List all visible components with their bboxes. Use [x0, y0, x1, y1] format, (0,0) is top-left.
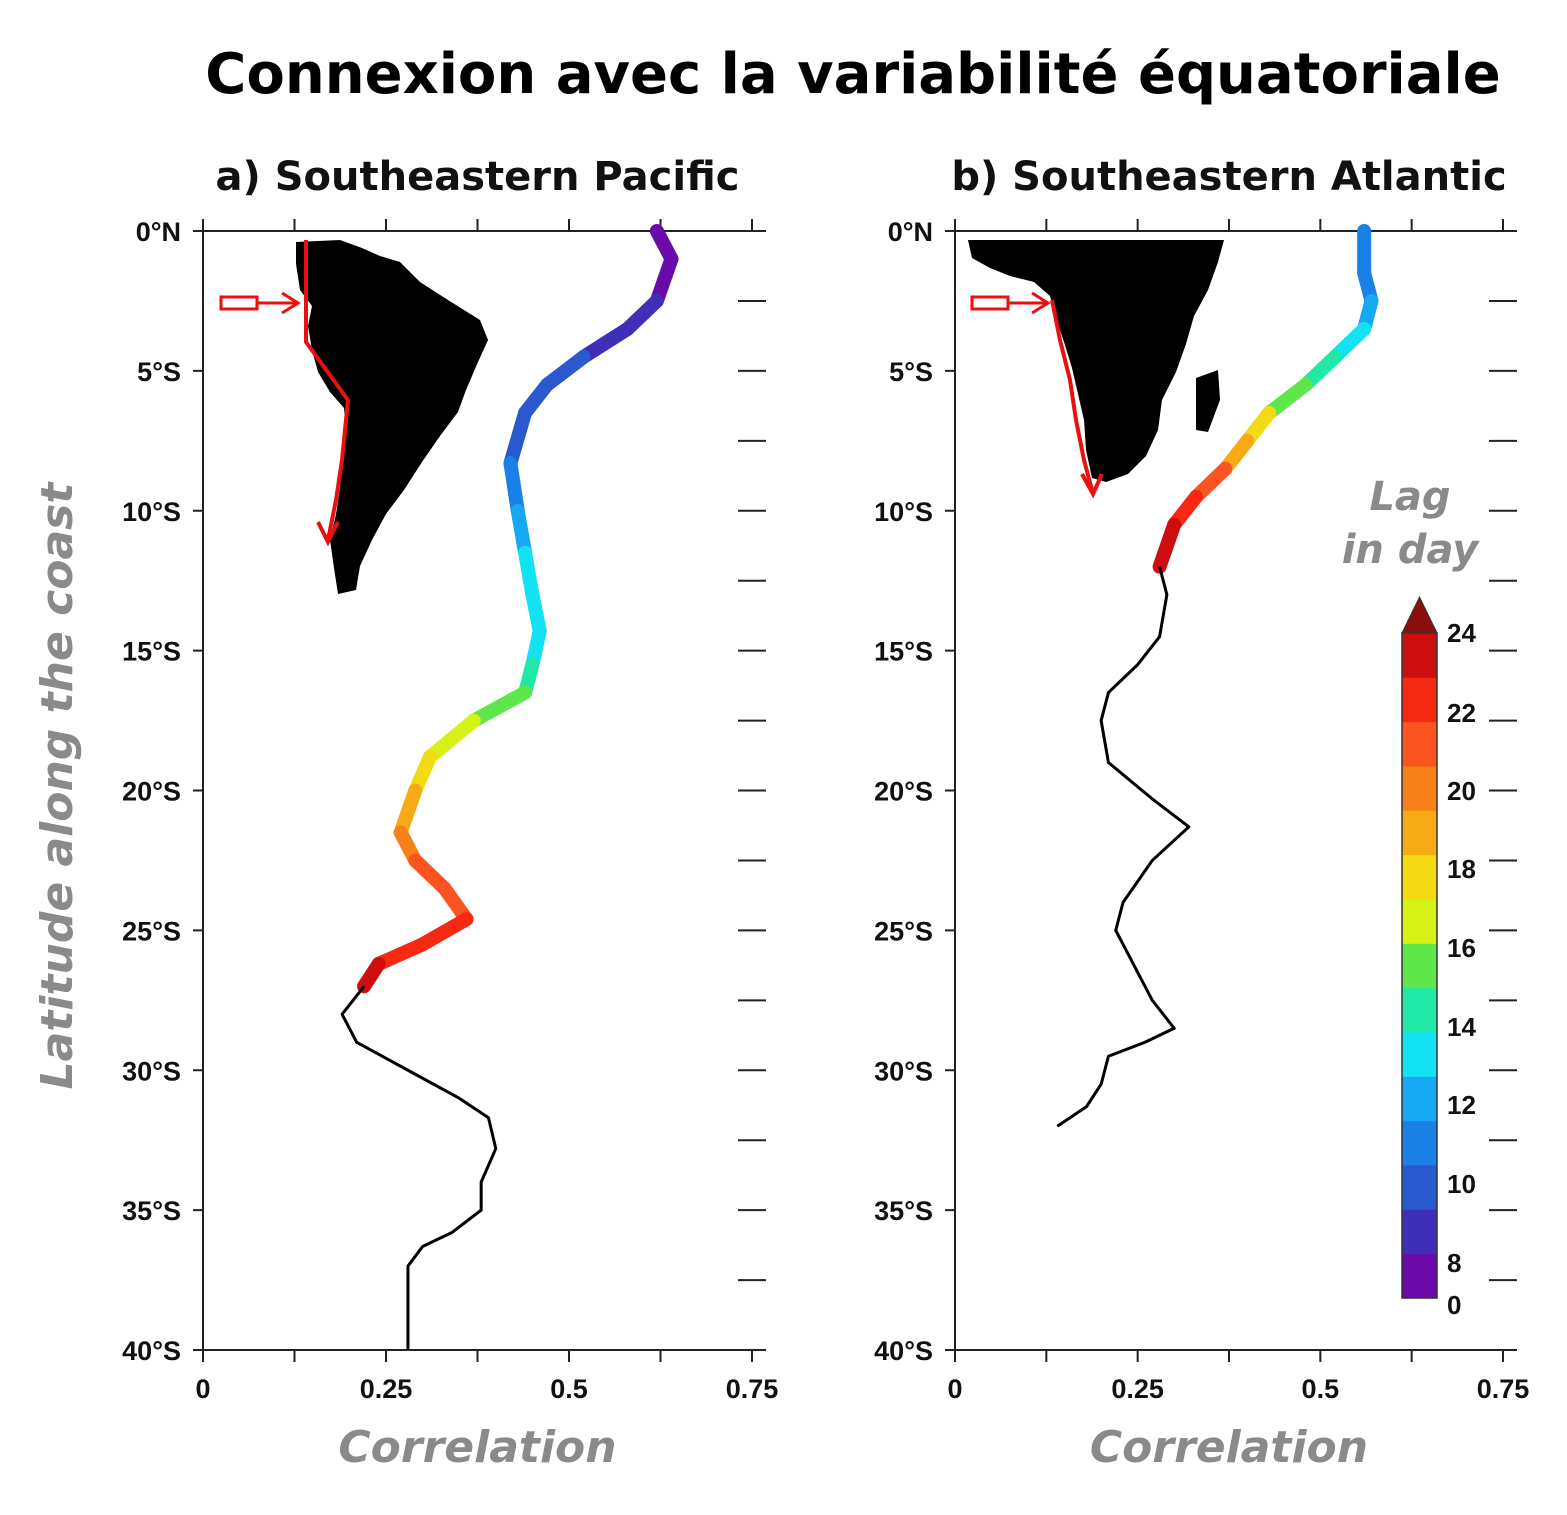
y-tick-label: 20°S — [122, 777, 181, 807]
lag-colored-segment — [649, 251, 679, 308]
figure-title: Connexion avec la variabilité équatorial… — [205, 42, 1500, 107]
x-tick-label: 0 — [947, 1374, 962, 1404]
y-tick-label: 40°S — [874, 1336, 933, 1366]
lag-colored-segment — [518, 545, 540, 602]
colorbar-swatch — [1402, 721, 1437, 767]
colorbar-swatch — [1402, 943, 1437, 989]
colorbar-swatch — [1402, 810, 1437, 856]
colorbar-title-line2: in day — [1342, 527, 1481, 573]
y-tick-label: 10°S — [874, 497, 933, 527]
x-tick-label: 0.75 — [1477, 1374, 1530, 1404]
lag-colored-segment — [1262, 377, 1313, 420]
x-tick-label: 0 — [195, 1374, 210, 1404]
y-tick-label: 30°S — [122, 1056, 181, 1086]
coast-path-line — [304, 240, 351, 541]
colorbar-tick-label: 18 — [1447, 854, 1476, 884]
lag-colored-segment — [393, 783, 423, 840]
x-axis-label: Correlation — [1090, 1422, 1368, 1473]
arrow-head-icon — [1031, 291, 1051, 315]
y-tick-label: 30°S — [874, 1056, 933, 1086]
y-tick-label: 35°S — [874, 1196, 933, 1226]
colorbar-swatch — [1402, 854, 1437, 900]
colorbar-swatch — [1402, 987, 1437, 1033]
colorbar-swatch — [1402, 1253, 1437, 1299]
panel-title: b) Southeastern Atlantic — [951, 154, 1506, 200]
panel-pacific: a) Southeastern Pacific 0°N 5°S 10°S 15°S 20°… — [32, 154, 778, 1473]
colorbar-swatch — [1402, 1165, 1437, 1210]
lag-colored-segment — [540, 349, 591, 392]
colorbar-tick-label: 22 — [1447, 698, 1476, 728]
lag-colored-segment — [357, 956, 386, 994]
colorbar-swatch — [1402, 1209, 1437, 1255]
y-tick-label: 25°S — [874, 916, 933, 946]
lag-colored-segment — [371, 937, 430, 971]
colorbar-tick-label: 24 — [1447, 618, 1476, 648]
colorbar-swatch — [1402, 1032, 1437, 1077]
x-tick-label: 0.25 — [360, 1374, 413, 1404]
colorbar-tick-label: 14 — [1447, 1012, 1476, 1042]
colorbar-swatch — [1402, 1076, 1437, 1122]
lag-colored-segment — [576, 321, 635, 364]
y-tick-label: 40°S — [122, 1336, 181, 1366]
y-tick-label: 15°S — [122, 637, 181, 667]
y-tick-label: 0°N — [136, 217, 181, 247]
arrow-tail-icon — [970, 295, 1010, 311]
colorbar-tick-label: 0 — [1447, 1290, 1461, 1320]
y-tick-label: 35°S — [122, 1196, 181, 1226]
y-tick-label: 15°S — [874, 637, 933, 667]
south-america-map — [219, 240, 488, 594]
y-tick-label: 5°S — [137, 357, 181, 387]
y-tick-label: 5°S — [889, 357, 933, 387]
colorbar-title-line1: Lag — [1369, 474, 1450, 520]
panel-atlantic: b) Southeastern Atlantic 0°N 5°S 10°S 15°S 20… — [874, 154, 1529, 1473]
coast-path-line — [1050, 299, 1094, 491]
correlation-line — [340, 985, 498, 1350]
lag-colored-segment — [422, 713, 481, 764]
y-tick-label: 20°S — [874, 777, 933, 807]
arrow-tail-icon — [219, 295, 259, 311]
y-tick-label: 10°S — [122, 497, 181, 527]
arrow-head-icon — [281, 291, 301, 315]
panel-title: a) Southeastern Pacific — [216, 154, 740, 200]
colorbar-tick-label: 12 — [1447, 1090, 1476, 1120]
colorbar-tick-label: 8 — [1447, 1248, 1461, 1278]
x-tick-label: 0.25 — [1111, 1374, 1164, 1404]
lag-colored-segment — [415, 912, 474, 952]
lag-colored-segment — [503, 456, 525, 518]
y-tick-label: 0°N — [888, 217, 933, 247]
colorbar-swatch — [1402, 1120, 1437, 1166]
colorbar-swatch — [1402, 633, 1437, 678]
colorbar-swatch — [1402, 899, 1437, 944]
lag-colored-segment — [466, 685, 533, 728]
x-tick-label: 0.5 — [1302, 1374, 1340, 1404]
x-axis-label: Correlation — [338, 1422, 616, 1473]
colorbar-swatch — [1402, 677, 1437, 723]
x-tick-label: 0.5 — [550, 1374, 588, 1404]
africa-map — [968, 240, 1224, 499]
colorbar-extend-arrow — [1401, 595, 1438, 634]
y-tick-label: 25°S — [122, 916, 181, 946]
colorbar-tick-label: 10 — [1447, 1169, 1476, 1199]
colorbar: Lag in day 24 22 20 18 16 14 12 10 8 0 — [1342, 474, 1481, 1320]
colorbar-tick-label: 20 — [1447, 776, 1476, 806]
y-axis-label: Latitude along the coast — [32, 481, 83, 1090]
lag-colored-segment — [1152, 517, 1182, 574]
x-tick-label: 0.75 — [726, 1374, 779, 1404]
colorbar-tick-label: 16 — [1447, 933, 1476, 963]
lag-colored-segment — [510, 503, 533, 560]
lag-colored-segment — [503, 405, 533, 471]
correlation-line — [1056, 566, 1191, 1128]
colorbar-swatch — [1402, 766, 1437, 811]
